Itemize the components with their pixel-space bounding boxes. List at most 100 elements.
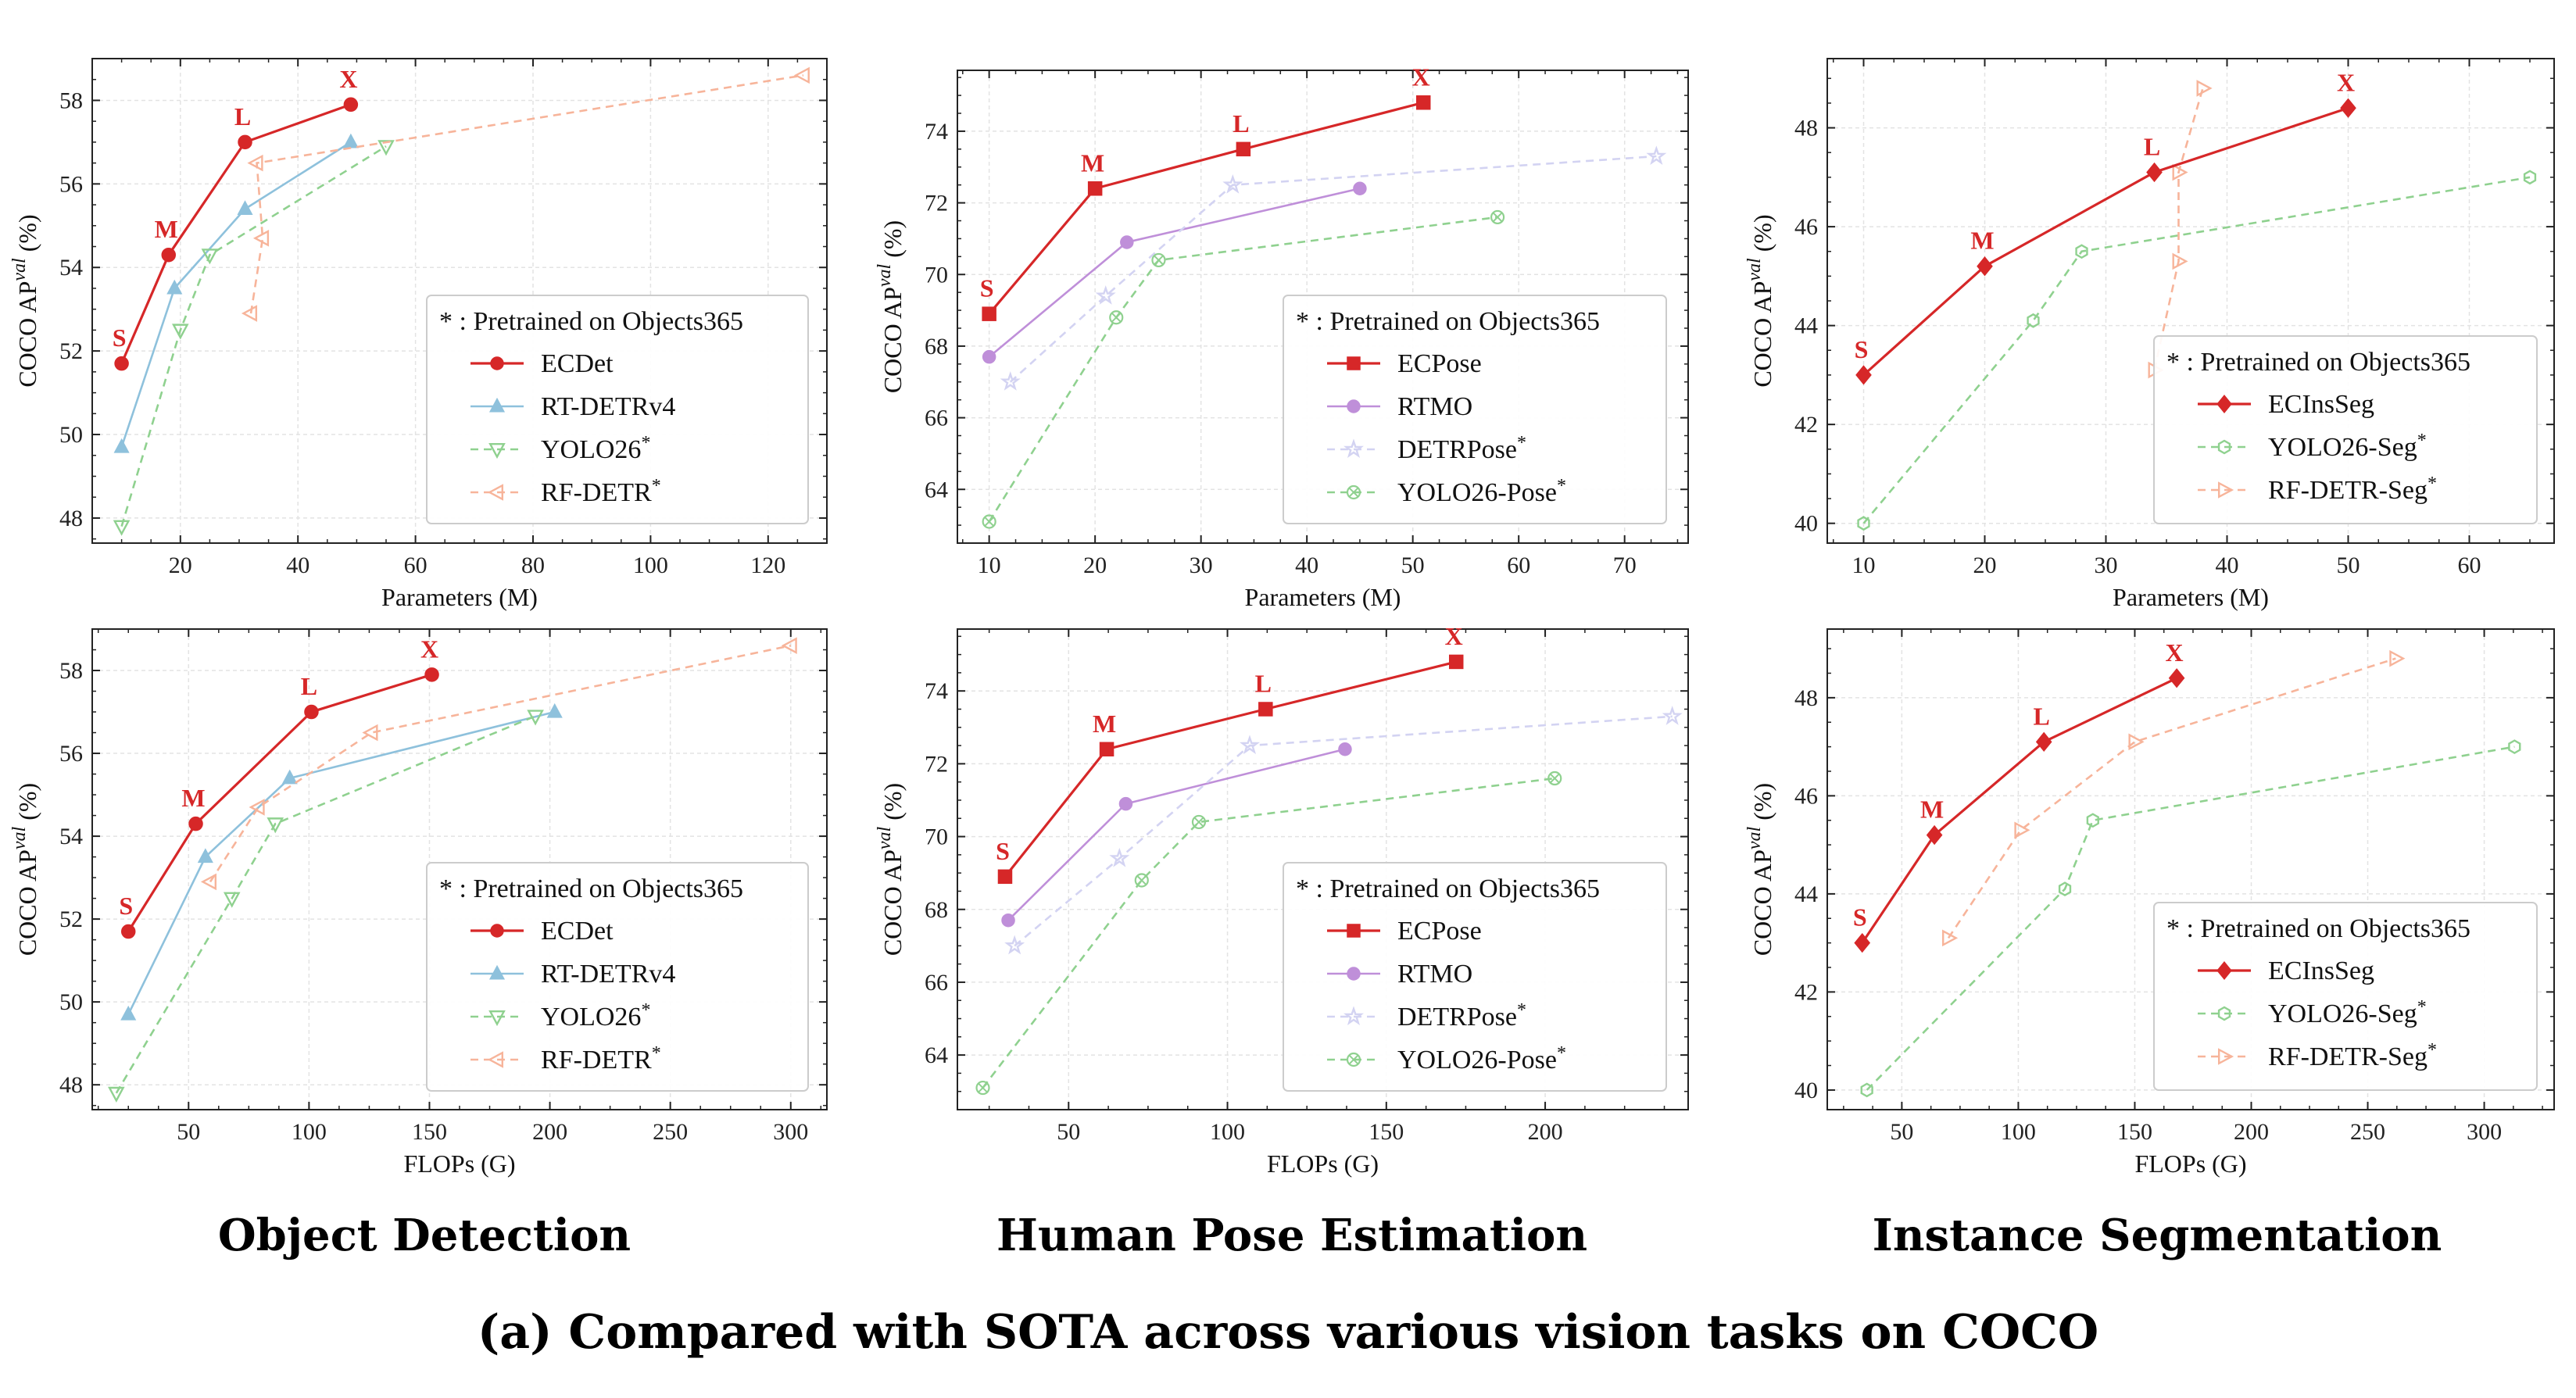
data-point [1120, 235, 1134, 249]
x-tick-label: 30 [1190, 552, 1213, 578]
series-ecpose: S M L X [996, 622, 1464, 885]
data-point [1240, 735, 1260, 755]
legend-box [1283, 862, 1667, 1092]
y-tick-label: 56 [59, 741, 83, 767]
legend-label: YOLO26* [541, 433, 650, 464]
data-point [1134, 873, 1149, 888]
x-tick-label: 120 [750, 552, 785, 578]
data-point [108, 1086, 125, 1103]
legend-label: ECInsSeg [2268, 956, 2374, 985]
series-line [1866, 745, 2515, 1091]
data-point [1236, 141, 1251, 157]
legend-swatch-marker [487, 1051, 503, 1068]
data-point [1000, 371, 1021, 391]
series-yolo26 [108, 710, 544, 1103]
data-point [2128, 733, 2145, 751]
series-rtmo [1001, 742, 1352, 928]
data-point [1001, 913, 1015, 928]
legend-label: DETRPose* [1397, 433, 1526, 464]
legend-label: RF-DETR* [541, 1043, 661, 1074]
x-tick-label: 50 [2337, 552, 2360, 578]
task-title-segmentation: Instance Segmentation [1873, 1210, 2442, 1261]
legend-entry: RTMO [1327, 960, 1472, 989]
legend-label: RF-DETR-Seg* [2268, 1040, 2437, 1071]
legend-swatch-marker [1347, 399, 1361, 413]
data-point [1855, 365, 1872, 385]
point-label-s: S [996, 837, 1010, 865]
data-point [2086, 813, 2099, 828]
series-line [982, 777, 1555, 1089]
y-tick-label: 54 [59, 255, 83, 281]
legend-label: YOLO26-Seg* [2268, 997, 2427, 1028]
y-tick-label: 58 [59, 658, 83, 684]
legend-swatch-marker [1347, 967, 1361, 981]
y-tick-label: 54 [59, 824, 83, 849]
data-point [997, 869, 1013, 885]
y-tick-label: 50 [59, 989, 83, 1015]
legend-entry: ECDet [470, 349, 614, 378]
data-point [200, 873, 217, 891]
chart-detection-flops: 50 100 150 200 250 300 48 50 52 54 56 58 FLOPs (G) CO… [9, 628, 828, 1178]
data-point [241, 305, 258, 322]
point-label-s: S [980, 274, 994, 302]
series-yolo26-seg [1860, 739, 2521, 1098]
legend-box [426, 862, 809, 1092]
y-tick-label: 46 [1794, 214, 1818, 240]
series-line [120, 141, 352, 448]
y-axis-label: COCO APval (%) [9, 214, 41, 387]
legend-label: RT-DETRv4 [541, 960, 675, 989]
data-point [975, 1080, 990, 1096]
data-point [1109, 310, 1124, 325]
data-point [1099, 742, 1114, 756]
series-line [120, 103, 352, 364]
legend-label: RF-DETR-Seg* [2268, 474, 2437, 505]
data-point [527, 710, 544, 726]
x-tick-label: 60 [404, 552, 428, 578]
y-tick-label: 70 [925, 262, 948, 288]
point-label-m: M [155, 215, 178, 243]
y-tick-label: 64 [925, 1042, 948, 1068]
y-tick-label: 48 [1794, 685, 1818, 711]
legend: * : Pretrained on Objects365 ECDet RT-DETR… [426, 862, 809, 1092]
legend-box [2153, 335, 2538, 524]
point-label-s: S [1855, 335, 1869, 363]
legend-entry: DETRPose* [1327, 433, 1526, 464]
x-tick-label: 60 [2458, 552, 2481, 578]
x-tick-label: 150 [1368, 1119, 1404, 1145]
data-point [166, 279, 183, 295]
legend-entry: RF-DETR-Seg* [2198, 474, 2437, 505]
y-tick-label: 50 [59, 422, 83, 448]
series-ecpose: S M L X [980, 63, 1431, 321]
legend-swatch-marker [490, 924, 504, 938]
legend-box [2153, 902, 2538, 1091]
legend-entry: YOLO26-Seg* [2198, 431, 2427, 462]
legend-swatch-marker [490, 356, 504, 370]
point-label-s: S [119, 892, 133, 920]
point-label-x: X [1412, 63, 1430, 91]
data-point [2027, 313, 2040, 328]
series-line [1014, 715, 1673, 947]
x-axis-label: Parameters (M) [381, 583, 538, 611]
legend-title: * : Pretrained on Objects365 [439, 874, 743, 903]
legend-swatch-marker [2216, 961, 2232, 980]
y-tick-label: 74 [925, 119, 948, 145]
x-tick-label: 60 [1507, 552, 1530, 578]
series-rt-detrv4 [120, 703, 563, 1021]
legend: * : Pretrained on Objects365 ECInsSeg YOLO… [2153, 902, 2538, 1091]
data-point [1151, 252, 1166, 268]
legend-entry: RTMO [1327, 392, 1472, 421]
legend-entry: ECDet [470, 917, 614, 946]
legend-entry: ECInsSeg [2198, 390, 2374, 419]
data-point [1109, 847, 1130, 867]
legend-swatch-marker [488, 964, 506, 980]
data-point [1353, 181, 1367, 195]
series-rf-detr [200, 637, 797, 891]
y-tick-label: 42 [1794, 412, 1818, 438]
y-tick-label: 58 [59, 88, 83, 113]
point-label-x: X [420, 635, 438, 663]
series-line [988, 216, 1498, 523]
x-tick-label: 300 [2467, 1119, 2502, 1145]
y-tick-label: 66 [925, 970, 948, 996]
data-point [2075, 244, 2088, 259]
